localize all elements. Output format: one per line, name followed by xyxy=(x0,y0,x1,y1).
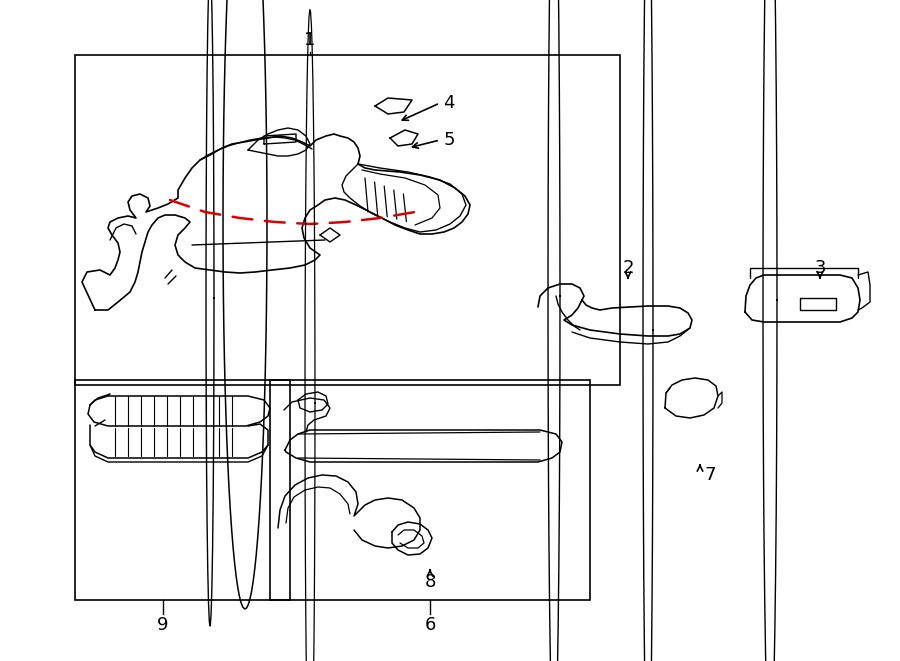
Text: 8: 8 xyxy=(424,573,436,591)
Text: 5: 5 xyxy=(443,131,454,149)
Bar xyxy=(75,380,290,600)
Text: 9: 9 xyxy=(158,616,169,634)
Text: 3: 3 xyxy=(814,259,826,277)
Text: 7: 7 xyxy=(704,466,716,484)
Text: 2: 2 xyxy=(622,259,634,277)
Text: 1: 1 xyxy=(304,31,316,49)
Text: 4: 4 xyxy=(443,94,454,112)
Bar xyxy=(75,55,620,385)
Bar xyxy=(270,380,590,600)
Text: 6: 6 xyxy=(424,616,436,634)
